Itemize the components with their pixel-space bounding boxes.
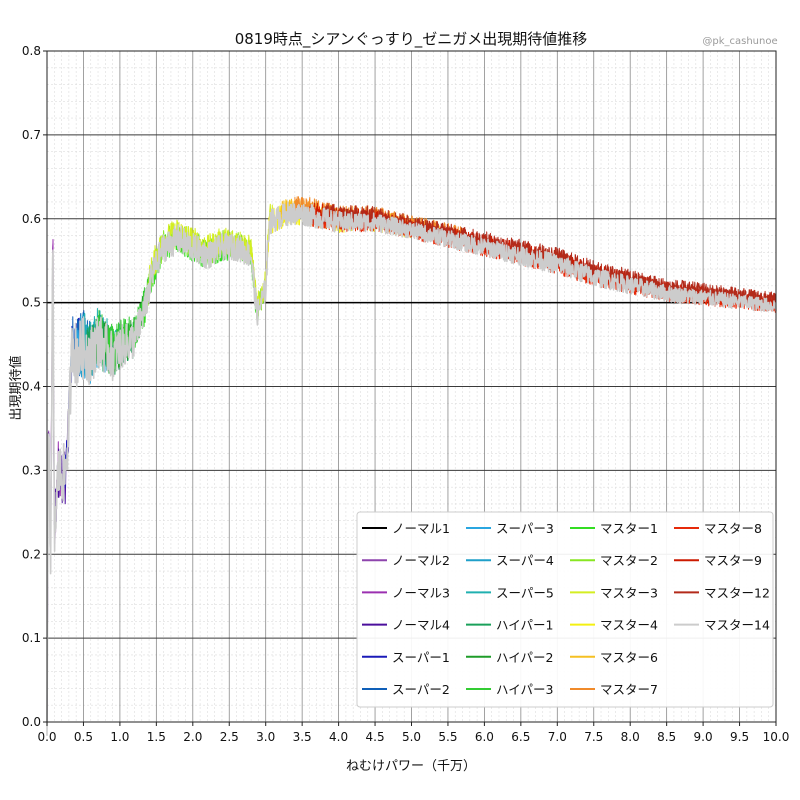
legend: ノーマル1 ノーマル2 ノーマル3 ノーマル4 スーパー1 スーパー2 スーパー3 スーパー4… — [356, 511, 774, 708]
y-tick-label: 0.8 — [22, 44, 41, 58]
legend-label: ハイパー1 — [496, 618, 553, 633]
chart-credit: @pk_cashunoe — [702, 36, 777, 47]
legend-label: マスター7 — [600, 682, 658, 697]
x-tick-label: 3.0 — [256, 730, 275, 744]
y-axis-label: 出現期待値 — [8, 355, 24, 420]
x-tick-label: 4.0 — [329, 730, 348, 744]
legend-label: スーパー2 — [392, 682, 450, 697]
legend-label: スーパー4 — [496, 553, 554, 568]
y-tick-label: 0.2 — [22, 547, 41, 561]
x-tick-label: 9.5 — [730, 730, 749, 744]
y-tick-label: 0.1 — [22, 631, 41, 645]
x-tick-label: 8.0 — [621, 730, 640, 744]
y-tick-label: 0.7 — [22, 128, 41, 142]
y-tick-label: 0.4 — [22, 380, 41, 394]
legend-label: マスター3 — [600, 585, 658, 600]
x-tick-label: 2.5 — [220, 730, 239, 744]
legend-box — [356, 511, 774, 708]
y-tick-label: 0.6 — [22, 212, 41, 226]
series-line — [46, 201, 777, 736]
legend-label: マスター14 — [704, 618, 770, 633]
x-tick-label: 1.0 — [110, 730, 129, 744]
y-tick-label: 0.0 — [22, 715, 41, 729]
chart-title: 0819時点_シアンぐっすり_ゼニガメ出現期待値推移 — [235, 30, 588, 49]
legend-label: マスター1 — [600, 521, 658, 536]
legend-label: マスター6 — [600, 650, 658, 665]
x-tick-label: 5.0 — [402, 730, 421, 744]
legend-label: マスター9 — [704, 553, 762, 568]
x-tick-label: 5.5 — [438, 730, 457, 744]
y-tick-label: 0.3 — [22, 463, 41, 477]
x-tick-label: 7.5 — [584, 730, 603, 744]
x-tick-label: 3.5 — [293, 730, 312, 744]
legend-label: ハイパー3 — [496, 682, 553, 697]
x-tick-label: 0.0 — [37, 730, 56, 744]
x-axis-label: ねむけパワー（千万） — [346, 759, 476, 774]
x-tick-label: 6.0 — [475, 730, 494, 744]
x-tick-label: 2.0 — [183, 730, 202, 744]
series-lines — [46, 196, 777, 736]
legend-label: マスター12 — [704, 585, 770, 600]
legend-label: ハイパー2 — [496, 650, 553, 665]
x-tick-label: 4.5 — [366, 730, 385, 744]
x-tick-label: 1.5 — [147, 730, 166, 744]
legend-label: ノーマル1 — [392, 521, 450, 536]
legend-label: ノーマル2 — [392, 553, 450, 568]
x-tick-label: 0.5 — [74, 730, 93, 744]
legend-label: マスター8 — [704, 521, 762, 536]
x-tick-label: 9.0 — [694, 730, 713, 744]
legend-label: ノーマル4 — [392, 618, 450, 633]
x-tick-label: 6.5 — [511, 730, 530, 744]
x-tick-label: 10.0 — [763, 730, 790, 744]
y-axis-ticks: 0.0 0.1 0.2 0.3 0.4 0.5 0.6 0.7 0.8 — [22, 44, 47, 729]
legend-label: ノーマル3 — [392, 585, 450, 600]
y-tick-label: 0.5 — [22, 296, 41, 310]
x-tick-label: 8.5 — [657, 730, 676, 744]
x-axis-ticks: 0.0 0.5 1.0 1.5 2.0 2.5 3.0 3.5 4.0 4.5 5.0 5.5 6.0 6… — [37, 722, 789, 744]
legend-label: マスター4 — [600, 618, 658, 633]
legend-label: スーパー1 — [392, 650, 450, 665]
legend-label: スーパー3 — [496, 521, 554, 536]
x-tick-label: 7.0 — [548, 730, 567, 744]
legend-label: スーパー5 — [496, 585, 554, 600]
legend-label: マスター2 — [600, 553, 658, 568]
